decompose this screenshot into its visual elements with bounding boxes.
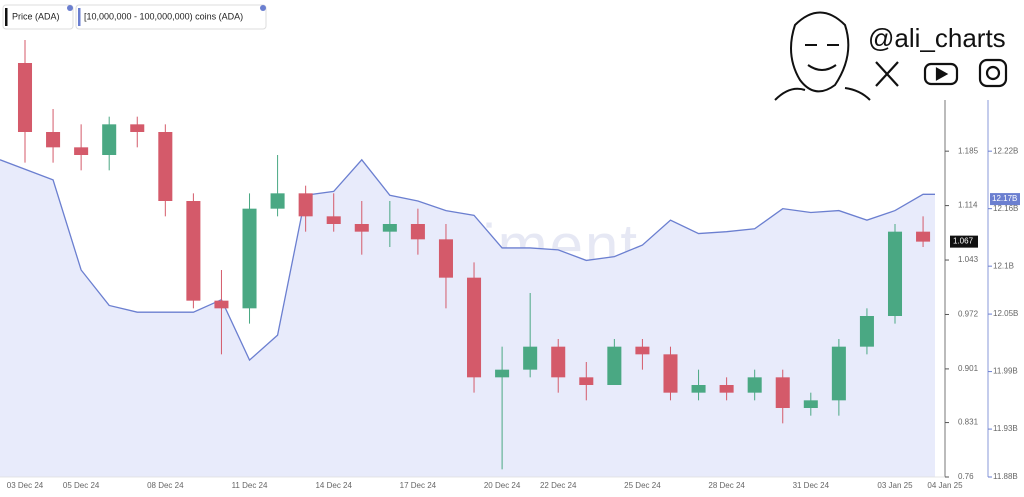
legend-settings[interactable]	[67, 5, 73, 11]
x-tick-label: 05 Dec 24	[63, 481, 100, 490]
x-tick-label: 08 Dec 24	[147, 481, 184, 490]
holdings-line	[0, 158, 935, 362]
y-tick-label: 1.114	[958, 201, 978, 210]
candle-body	[410, 224, 425, 240]
legend-item[interactable]	[75, 4, 267, 30]
candle-body	[158, 132, 173, 201]
x-tick-label: 20 Dec 24	[484, 481, 521, 490]
holdings-marker	[990, 193, 1020, 206]
x-tick-label: 03 Dec 24	[7, 481, 44, 490]
legend-label: Price (ADA)	[12, 11, 60, 21]
legend-swatch	[5, 8, 8, 26]
y2-tick-label: 11.99B	[993, 367, 1018, 376]
y-tick-label: 0.901	[958, 364, 979, 373]
candle-body	[270, 193, 285, 209]
candle-body	[803, 400, 818, 408]
candle-body	[326, 216, 341, 224]
candle-body	[523, 346, 538, 370]
x-tick-label: 14 Dec 24	[315, 481, 352, 490]
candle-body	[354, 224, 369, 232]
x-tick-label: 25 Dec 24	[624, 481, 661, 490]
legend-label: [10,000,000 - 100,000,000) coins (ADA)	[84, 11, 243, 21]
candle-body	[887, 231, 903, 316]
y2-tick-label: 11.88B	[993, 472, 1018, 481]
candle-body	[775, 377, 790, 408]
candle-body	[719, 385, 734, 393]
candle-body	[916, 231, 931, 242]
candle-body	[635, 346, 650, 355]
y-tick-label: 0.831	[958, 418, 979, 427]
candle-body	[130, 124, 145, 132]
candle-body	[831, 346, 846, 401]
candle-body	[747, 377, 762, 393]
x-tick-label: 04 Jan 25	[927, 481, 963, 490]
candle-body	[186, 201, 201, 301]
candle-body	[691, 385, 706, 393]
price-marker	[950, 235, 978, 248]
x-tick-label: 11 Dec 24	[232, 481, 268, 490]
y2-tick-label: 12.22B	[993, 146, 1018, 155]
brand-logo	[774, 11, 871, 101]
candle-body	[298, 193, 313, 217]
candle-body	[467, 277, 482, 378]
holdings-marker-label: 12.17B	[992, 194, 1017, 203]
candle-body	[551, 346, 566, 378]
candle-body	[382, 224, 397, 232]
x-tick-label: 28 Dec 24	[708, 481, 745, 490]
y-tick-label: 1.043	[958, 255, 979, 264]
candle-body	[495, 369, 510, 378]
x-tick-label: 22 Dec 24	[540, 481, 577, 490]
legend-settings[interactable]	[260, 5, 266, 11]
y2-tick-label: 12.16B	[993, 204, 1018, 213]
candle-body	[607, 346, 622, 385]
candle-body	[579, 377, 594, 385]
candle-body	[102, 124, 117, 155]
price-marker-label: 1.067	[953, 237, 974, 246]
social-icons[interactable]	[875, 58, 1008, 88]
plot-area	[0, 40, 935, 477]
candle-body	[859, 316, 874, 347]
brand-handle: @ali_charts	[868, 23, 1006, 53]
candle-body	[438, 239, 453, 278]
candle-body	[17, 63, 33, 132]
legend-swatch	[78, 8, 81, 26]
y2-tick-label: 12.1B	[993, 261, 1014, 270]
candle-body	[46, 132, 61, 148]
y2-tick-label: 12.05B	[993, 309, 1018, 318]
candle-body	[663, 354, 678, 393]
x-tick-label: 31 Dec 24	[793, 481, 830, 490]
candle-body	[242, 208, 257, 309]
legend-item[interactable]	[2, 4, 74, 30]
y-tick-label: 1.185	[958, 146, 979, 155]
candle-body	[214, 300, 229, 309]
candle-body	[74, 147, 89, 155]
x-tick-label: 17 Dec 24	[400, 481, 437, 490]
x-tick-label: 03 Jan 25	[877, 481, 913, 490]
y2-tick-label: 11.93B	[993, 424, 1018, 433]
y-tick-label: 0.76	[958, 472, 974, 481]
y-tick-label: 0.972	[958, 310, 979, 319]
